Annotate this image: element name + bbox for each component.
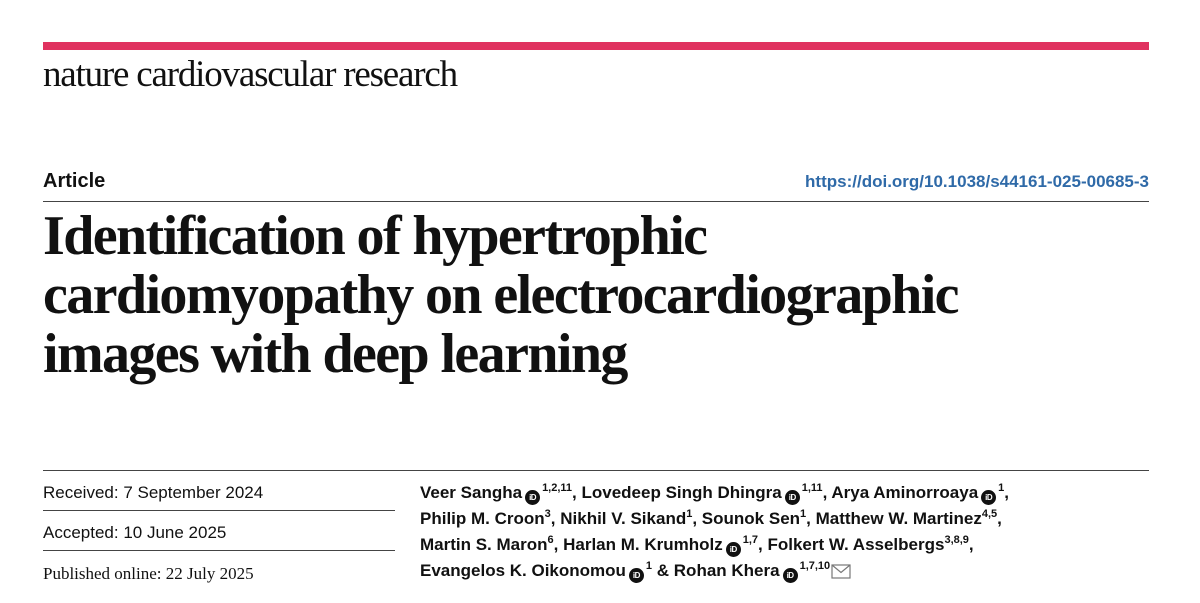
author-line: Philip M. Croon3, Nikhil V. Sikand1, Sou… [420, 508, 1002, 529]
journal-accent-bar [43, 42, 1149, 50]
author-list: Veer Sangha iD1,2,11, Lovedeep Singh Dhin… [420, 480, 1160, 584]
author[interactable]: Folkert W. Asselbergs3,8,9 [767, 534, 969, 555]
affiliation-numbers[interactable]: 1,7,10 [799, 560, 831, 572]
orcid-icon[interactable]: iD [782, 568, 798, 583]
affiliation-numbers[interactable]: 1,2,11 [542, 482, 573, 494]
article-title: Identification of hypertrophic cardiomyo… [43, 207, 1153, 384]
author[interactable]: Arya Aminorroaya iD1 [831, 482, 1005, 505]
author-name[interactable]: Philip M. Croon [420, 509, 545, 528]
author-name[interactable]: Rohan Khera [673, 561, 780, 580]
author[interactable]: Rohan Khera iD1,7,10 [673, 560, 851, 583]
affiliation-numbers[interactable]: 1,11 [801, 482, 823, 494]
author-line: Evangelos K. Oikonomou iD1 & Rohan Khera i… [420, 558, 1160, 584]
author[interactable]: Harlan M. Krumholz iD1,7 [563, 534, 759, 557]
affiliation-numbers[interactable]: 1 [686, 508, 693, 520]
orcid-icon[interactable]: iD [628, 568, 644, 583]
author-name[interactable]: Harlan M. Krumholz [563, 535, 723, 554]
author-name[interactable]: Nikhil V. Sikand [560, 509, 687, 528]
accepted-date: Accepted: 10 June 2025 [43, 511, 395, 551]
orcid-icon[interactable]: iD [981, 490, 997, 505]
author[interactable]: Evangelos K. Oikonomou iD1 [420, 560, 653, 583]
author[interactable]: Lovedeep Singh Dhingra iD1,11 [581, 482, 823, 505]
orcid-icon[interactable]: iD [784, 490, 800, 505]
affiliation-numbers[interactable]: 4,5 [981, 508, 998, 520]
author[interactable]: Philip M. Croon3 [420, 508, 551, 529]
affiliation-numbers[interactable]: 3,8,9 [944, 534, 969, 546]
affiliation-numbers[interactable]: 6 [547, 534, 554, 546]
orcid-icon[interactable]: iD [725, 542, 741, 557]
affiliation-numbers[interactable]: 1,7 [742, 534, 759, 546]
author-name[interactable]: Lovedeep Singh Dhingra [581, 483, 782, 502]
author[interactable]: Matthew W. Martinez4,5 [815, 508, 998, 529]
author[interactable]: Sounok Sen1 [701, 508, 807, 529]
author[interactable]: Veer Sangha iD1,2,11 [420, 482, 573, 505]
orcid-icon[interactable]: iD [525, 490, 541, 505]
title-line: cardiomyopathy on electrocardiographic [43, 264, 960, 326]
author-name[interactable]: Evangelos K. Oikonomou [420, 561, 626, 580]
author-line: Veer Sangha iD1,2,11, Lovedeep Singh Dhin… [420, 480, 1160, 506]
title-line: images with deep learning [43, 323, 628, 385]
divider [43, 201, 1149, 202]
author-name[interactable]: Veer Sangha [420, 483, 523, 502]
article-dates: Received: 7 September 2024 Accepted: 10 … [43, 471, 395, 591]
author-name[interactable]: Martin S. Maron [420, 535, 548, 554]
author-line: Martin S. Maron6, Harlan M. Krumholz iD1,… [420, 532, 1160, 558]
author-name[interactable]: Folkert W. Asselbergs [767, 535, 945, 554]
published-date: Published online: 22 July 2025 [43, 564, 254, 583]
affiliation-numbers[interactable]: 1 [645, 560, 653, 572]
divider [43, 470, 1149, 471]
doi-link[interactable]: https://doi.org/10.1038/s44161-025-00685… [805, 172, 1149, 191]
mail-icon[interactable] [831, 564, 851, 579]
affiliation-numbers[interactable]: 3 [544, 508, 551, 520]
author[interactable]: Martin S. Maron6 [420, 534, 554, 555]
affiliation-numbers[interactable]: 1 [800, 508, 807, 520]
author-name[interactable]: Arya Aminorroaya [831, 483, 979, 502]
journal-name[interactable]: nature cardiovascular research [43, 54, 458, 95]
title-line: Identification of hypertrophic [43, 205, 708, 267]
article-type: Article [43, 170, 106, 192]
author-name[interactable]: Sounok Sen [701, 509, 801, 528]
author[interactable]: Nikhil V. Sikand1 [560, 508, 693, 529]
received-date: Received: 7 September 2024 [43, 471, 395, 511]
affiliation-numbers[interactable]: 1 [998, 482, 1005, 494]
author-name[interactable]: Matthew W. Martinez [815, 509, 982, 528]
